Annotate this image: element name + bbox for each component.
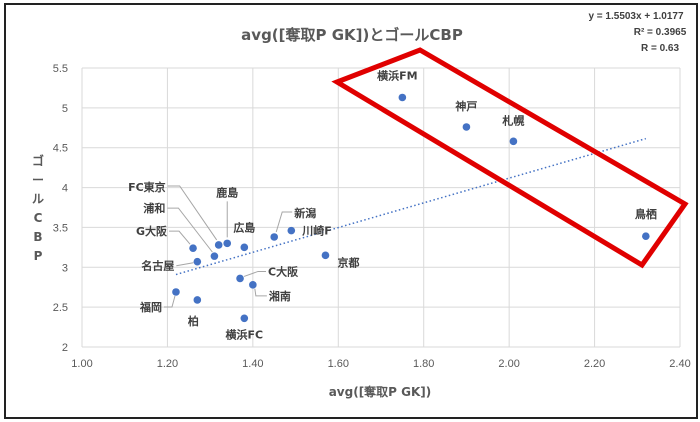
data-label: FC東京	[128, 180, 166, 194]
data-label: 浦和	[143, 201, 165, 215]
data-point	[240, 243, 249, 252]
data-label: 湘南	[269, 289, 291, 303]
trendline-equation: y = 1.5503x + 1.0177 R² = 0.3965 R = 0.6…	[588, 11, 686, 54]
data-point	[223, 239, 232, 248]
x-tick-label: 1.60	[328, 358, 349, 370]
data-label: 鹿島	[216, 185, 238, 199]
leader-line	[167, 207, 213, 253]
data-point	[236, 274, 244, 283]
data-point	[642, 232, 650, 240]
x-tick-label: 1.40	[242, 358, 263, 370]
leader-line	[275, 211, 293, 233]
data-point	[249, 281, 257, 289]
data-label: 名古屋	[141, 259, 174, 273]
y-axis-title-char: P	[34, 249, 43, 263]
data-label: 京都	[337, 255, 359, 269]
highlight-box	[331, 47, 689, 269]
data-point	[270, 233, 279, 241]
x-tick-label: 2.20	[584, 358, 605, 370]
y-tick-label: 3.5	[53, 222, 68, 234]
x-tick-label: 1.00	[71, 358, 92, 370]
x-axis-title: avg([奪取P GK])	[329, 384, 432, 399]
leader-line	[163, 295, 176, 308]
data-label: G大阪	[136, 224, 168, 238]
data-point	[214, 241, 223, 249]
x-tick-label: 2.00	[498, 358, 519, 370]
data-label: 新潟	[294, 206, 316, 220]
y-axis-title: ゴールCBP	[32, 153, 44, 263]
data-label: 川崎F	[301, 224, 332, 238]
x-tick-label: 1.80	[413, 358, 434, 370]
chart-frame	[4, 3, 698, 419]
y-axis-title-char: ル	[32, 192, 44, 206]
data-point	[321, 251, 330, 260]
x-tick-label: 2.40	[669, 358, 690, 370]
data-point	[210, 252, 219, 260]
label-leader-lines	[163, 185, 293, 308]
y-tick-label: 5.5	[53, 63, 68, 75]
data-label: 柏	[188, 314, 199, 328]
y-tick-label: 4	[62, 183, 68, 195]
y-tick-label: 3	[62, 262, 68, 274]
data-label: C大阪	[268, 264, 299, 278]
leader-line	[254, 288, 267, 297]
leader-line	[243, 270, 267, 277]
leader-line	[167, 185, 218, 241]
leader-line	[169, 230, 191, 245]
y-tick-label: 5	[62, 103, 68, 115]
y-tick-label: 4.5	[53, 143, 68, 155]
data-point	[287, 226, 296, 235]
y-axis-title-char: C	[34, 211, 43, 225]
y-tick-label: 2.5	[53, 302, 68, 314]
chart-title: avg([奪取P GK])とゴールCBP	[241, 26, 463, 44]
data-label: 横浜FM	[377, 68, 417, 82]
data-label: 札幌	[501, 113, 524, 127]
data-point	[398, 93, 407, 102]
trendline	[175, 137, 647, 276]
data-point	[172, 288, 180, 296]
data-point	[189, 244, 197, 252]
r-squared-text: R² = 0.3965	[634, 27, 687, 38]
data-label: 福岡	[139, 300, 162, 314]
x-tick-label: 1.20	[157, 358, 178, 370]
y-axis-title-char: B	[33, 230, 42, 244]
data-label: 鳥栖	[635, 207, 657, 221]
data-label: 横浜FC	[226, 327, 264, 341]
equation-text: y = 1.5503x + 1.0177	[588, 11, 684, 22]
y-axis-ticks: 2 2.5 3 3.5 4 4.5 5 5.5	[53, 63, 68, 354]
r-text: R = 0.63	[641, 43, 680, 54]
data-point	[193, 257, 202, 266]
data-label: 神戸	[455, 99, 477, 113]
y-tick-label: 2	[62, 342, 68, 354]
data-point	[462, 123, 471, 131]
data-point	[240, 314, 249, 323]
y-axis-title-char: ゴ	[32, 153, 44, 168]
data-label: 広島	[233, 220, 255, 234]
y-axis-title-char: ー	[32, 173, 44, 187]
x-axis-ticks: 1.00 1.20 1.40 1.60 1.80 2.00 2.20 2.40	[71, 358, 690, 370]
leader-line	[176, 262, 194, 267]
data-point	[193, 296, 202, 304]
data-points	[172, 93, 650, 323]
data-point	[509, 137, 518, 146]
